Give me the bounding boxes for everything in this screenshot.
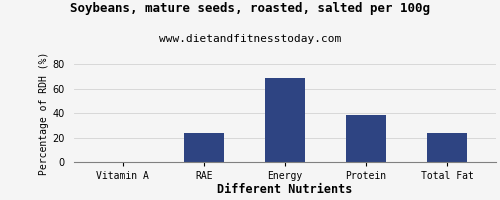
Y-axis label: Percentage of RDH (%): Percentage of RDH (%)	[39, 52, 49, 175]
Bar	[264, 78, 305, 162]
Bar	[184, 133, 224, 162]
Bar	[346, 115, 387, 162]
Text: www.dietandfitnesstoday.com: www.dietandfitnesstoday.com	[159, 34, 341, 44]
Text: Soybeans, mature seeds, roasted, salted per 100g: Soybeans, mature seeds, roasted, salted …	[70, 2, 430, 15]
X-axis label: Different Nutrients: Different Nutrients	[217, 183, 352, 196]
Bar	[427, 133, 468, 162]
